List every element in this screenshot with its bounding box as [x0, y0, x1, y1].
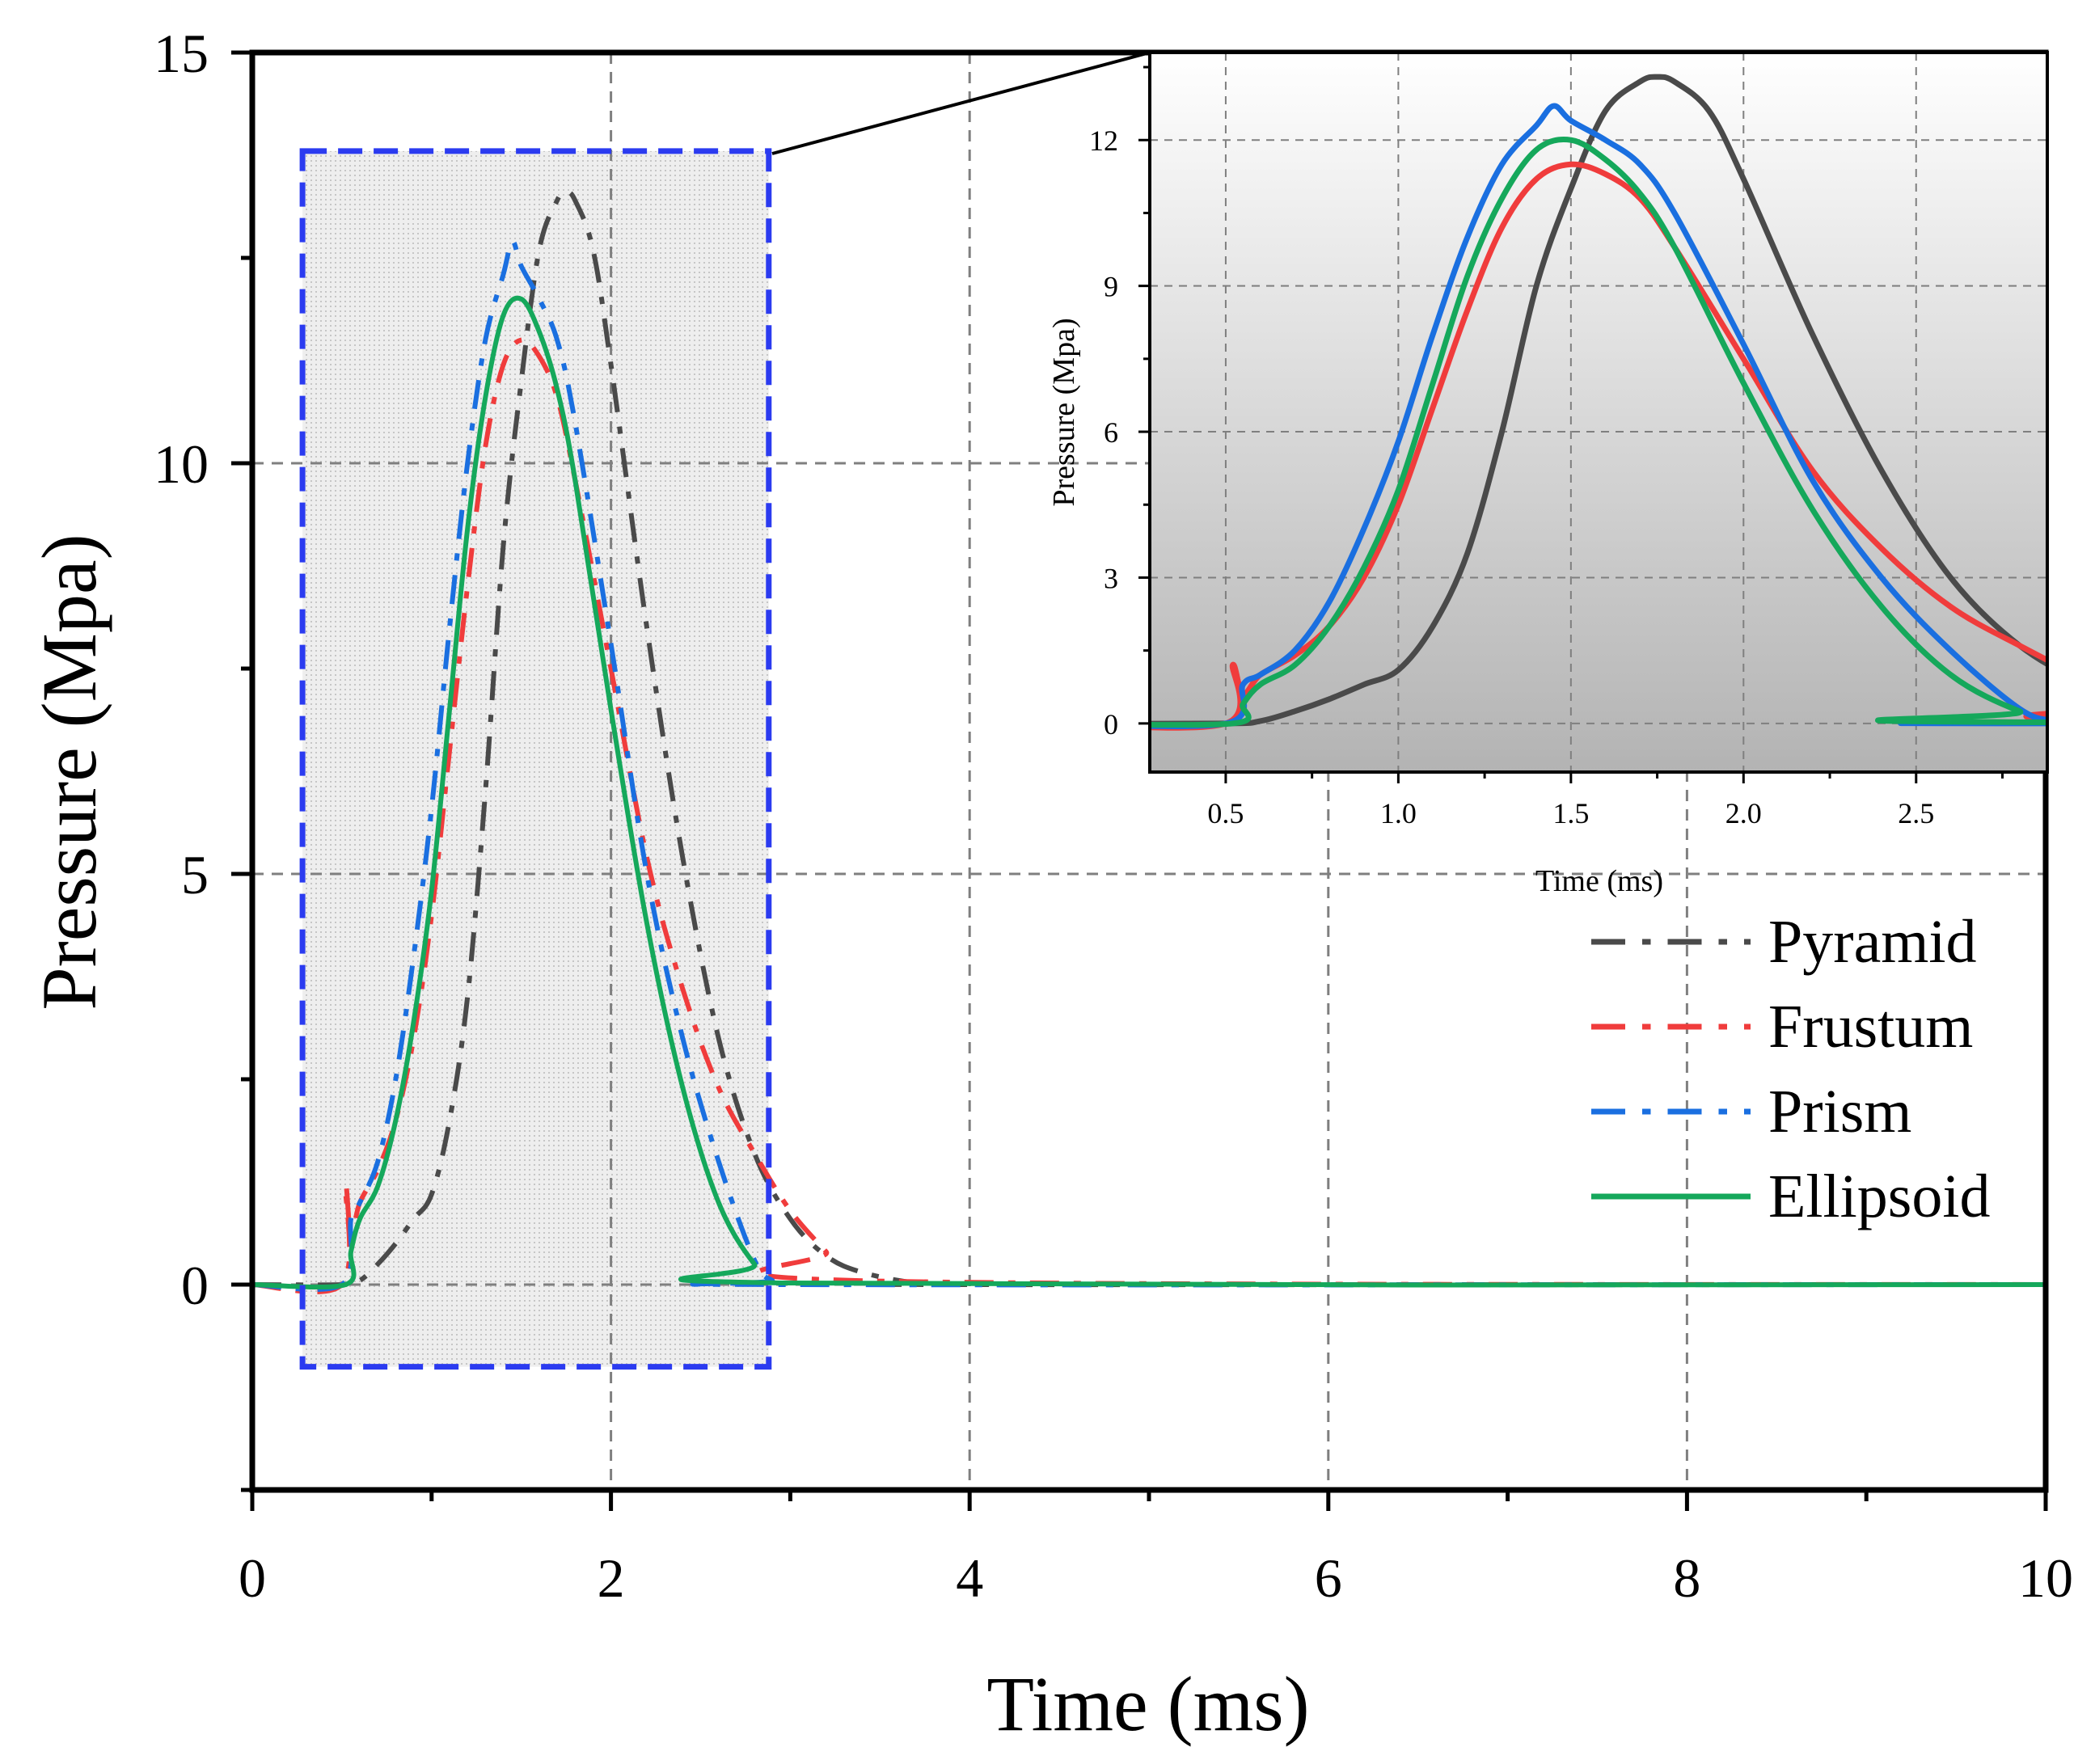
inset-frame — [1148, 51, 2049, 774]
inset-x-tick-label: 2.0 — [1725, 797, 1762, 829]
inset-y-tick-label: 0 — [1104, 708, 1118, 741]
legend-item: Pyramid — [1591, 908, 1977, 976]
inset-x-axis-title: Time (ms) — [1535, 864, 1663, 898]
legend-label: Ellipsoid — [1768, 1163, 1990, 1230]
inset-x-tick-label: 2.5 — [1898, 797, 1934, 829]
legend-label: Frustum — [1768, 993, 1973, 1061]
inset-y-tick-label: 3 — [1104, 562, 1118, 594]
main-x-tick-label: 10 — [2018, 1547, 2073, 1609]
main-x-tick-labels: 0 2 4 6 8 10 — [239, 1547, 2073, 1609]
main-y-axis-title: Pressure (Mpa) — [26, 534, 112, 1010]
main-series-line-ellipsoid — [252, 295, 2046, 1290]
legend-item: Prism — [1591, 1078, 1911, 1146]
inset-y-axis-title: Pressure (Mpa) — [1047, 318, 1081, 506]
zoom-connector-line — [771, 51, 1151, 155]
inset-y-tick-label: 6 — [1104, 416, 1118, 449]
inset-x-tick-label: 1.0 — [1380, 797, 1417, 829]
main-x-tick-label: 4 — [956, 1547, 983, 1609]
inset-x-tick-label: 0.5 — [1207, 797, 1244, 829]
zoom-region-outline — [299, 148, 772, 1370]
main-y-tick-label: 10 — [154, 433, 209, 495]
zoom-region-box — [299, 148, 772, 1370]
legend-label: Prism — [1768, 1078, 1911, 1146]
inset-y-tick-labels: 0 3 6 9 12 — [1089, 124, 1118, 741]
legend: Pyramid Frustum Prism Ellipsoid — [1591, 908, 1990, 1230]
main-x-axis-title: Time (ms) — [986, 1661, 1309, 1747]
main-y-tick-label: 15 — [154, 23, 209, 84]
inset-ticks — [1138, 65, 2004, 783]
legend-item: Ellipsoid — [1591, 1163, 1990, 1230]
main-y-tick-labels: 0 5 10 15 — [154, 23, 209, 1316]
main-series-group — [252, 189, 2046, 1295]
main-x-tick-label: 6 — [1315, 1547, 1342, 1609]
inset-series-group — [1150, 74, 2047, 731]
inset-plot: 0.5 1.0 1.5 2.0 2.5 0 3 6 9 12 Time (ms)… — [1047, 51, 2049, 898]
inset-y-tick-label: 9 — [1104, 271, 1118, 303]
legend-item: Frustum — [1591, 993, 1973, 1061]
inset-x-tick-labels: 0.5 1.0 1.5 2.0 2.5 — [1207, 797, 1934, 829]
legend-label: Pyramid — [1768, 908, 1977, 976]
zoom-region-fill — [302, 150, 769, 1367]
zoom-region-shade — [302, 150, 769, 1367]
inset-x-tick-label: 1.5 — [1552, 797, 1589, 829]
main-x-tick-label: 8 — [1673, 1547, 1700, 1609]
inset-y-tick-label: 12 — [1089, 124, 1118, 157]
main-y-tick-label: 5 — [181, 844, 209, 905]
main-series-line-frustum — [252, 337, 2046, 1295]
main-x-tick-label: 0 — [239, 1547, 266, 1609]
inset-series-line-ellipsoid — [1150, 137, 2047, 728]
main-y-tick-label: 0 — [181, 1255, 209, 1316]
main-x-tick-label: 2 — [598, 1547, 625, 1609]
inset-series-line-pyramid — [1150, 74, 2047, 727]
